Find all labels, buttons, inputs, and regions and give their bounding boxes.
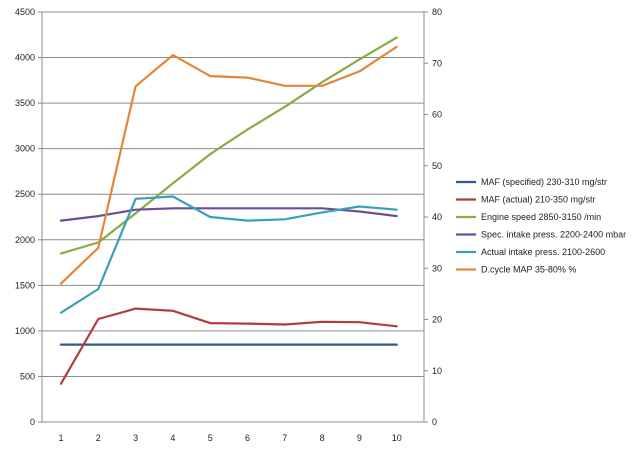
left-tick-label: 3500 xyxy=(15,98,35,108)
legend-label: Engine speed 2850-3150 /min xyxy=(481,212,601,222)
left-tick-label: 2500 xyxy=(15,189,35,199)
x-tick-label: 4 xyxy=(170,433,175,443)
right-tick-label: 20 xyxy=(432,315,442,325)
x-tick-label: 7 xyxy=(282,433,287,443)
x-tick-label: 10 xyxy=(392,433,402,443)
x-tick-label: 8 xyxy=(320,433,325,443)
legend-label: Spec. intake press. 2200-2400 mbar xyxy=(481,230,626,240)
series-line-5 xyxy=(59,195,398,314)
left-tick-label: 4000 xyxy=(15,53,35,63)
right-tick-label: 60 xyxy=(432,110,442,120)
legend-label: D.cycle MAP 35-80% % xyxy=(481,265,576,275)
left-tick-label: 1500 xyxy=(15,280,35,290)
left-axis-ticks: 0 500 1000 1500 2000 2500 3000 3500 4000 4500 xyxy=(15,7,42,427)
x-tick-label: 3 xyxy=(133,433,138,443)
right-tick-label: 0 xyxy=(432,417,437,427)
gridlines xyxy=(42,11,424,377)
left-tick-label: 2000 xyxy=(15,235,35,245)
right-axis-ticks: 0 10 20 30 40 50 60 70 80 xyxy=(424,7,442,427)
right-tick-label: 70 xyxy=(432,58,442,68)
right-tick-label: 10 xyxy=(432,366,442,376)
legend-label: MAF (actual) 210-350 mg/str xyxy=(481,195,596,205)
left-tick-label: 1000 xyxy=(15,326,35,336)
left-tick-label: 0 xyxy=(30,417,35,427)
x-tick-label: 2 xyxy=(96,433,101,443)
x-tick-label: 6 xyxy=(245,433,250,443)
left-tick-label: 4500 xyxy=(15,7,35,17)
x-axis-ticks: 1 2 3 4 5 6 7 8 9 10 xyxy=(58,433,401,443)
left-tick-label: 3000 xyxy=(15,144,35,154)
legend-label: MAF (specified) 230-310 mg/str xyxy=(481,177,607,187)
right-tick-label: 40 xyxy=(432,212,442,222)
series-line-2 xyxy=(59,307,398,385)
legend: MAF (specified) 230-310 mg/str MAF (actua… xyxy=(456,177,626,275)
right-tick-label: 30 xyxy=(432,263,442,273)
series-line-3 xyxy=(59,36,398,255)
x-tick-label: 5 xyxy=(208,433,213,443)
series-lines xyxy=(59,36,398,385)
series-line-6 xyxy=(59,45,398,285)
right-tick-label: 80 xyxy=(432,7,442,17)
legend-label: Actual intake press. 2100-2600 xyxy=(481,247,605,257)
left-tick-label: 500 xyxy=(20,371,35,381)
x-tick-label: 9 xyxy=(357,433,362,443)
x-tick-label: 1 xyxy=(58,433,63,443)
right-tick-label: 50 xyxy=(432,161,442,171)
